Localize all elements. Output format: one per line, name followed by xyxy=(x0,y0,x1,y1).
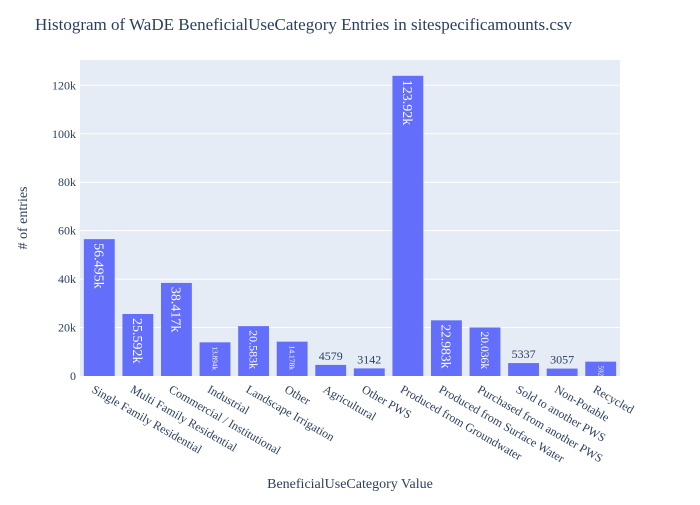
y-axis-title: # of entries xyxy=(16,187,31,250)
bar-value-label: 20.583k xyxy=(246,330,260,369)
y-tick-label: 20k xyxy=(58,321,76,335)
chart-title: Histogram of WaDE BeneficialUseCategory … xyxy=(35,15,572,34)
y-tick-label: 120k xyxy=(52,78,76,92)
y-tick-label: 0 xyxy=(70,369,76,383)
bar-value-label: 5924 xyxy=(596,366,604,381)
bar-value-label: 3057 xyxy=(550,353,574,367)
bar xyxy=(238,326,269,376)
bar xyxy=(431,320,462,376)
bar-value-label: 3142 xyxy=(357,352,381,366)
bar-value-label: 123.92k xyxy=(399,80,414,126)
bar-value-label: 20.036k xyxy=(478,331,491,369)
y-tick-label: 100k xyxy=(52,127,76,141)
bar-value-label: 14.178k xyxy=(288,346,297,371)
y-tick-label: 60k xyxy=(58,224,76,238)
bar xyxy=(546,368,578,376)
y-tick-label: 80k xyxy=(58,175,76,189)
bar xyxy=(122,314,154,376)
bar xyxy=(276,341,308,376)
bar-value-label: 13.894k xyxy=(210,346,219,370)
bar xyxy=(353,368,385,376)
bar xyxy=(199,342,231,376)
y-tick-label: 40k xyxy=(58,272,76,286)
bar xyxy=(392,75,424,376)
bar xyxy=(315,364,347,376)
x-axis-title: BeneficialUseCategory Value xyxy=(267,477,433,492)
bar xyxy=(161,282,192,376)
bar-value-label: 25.592k xyxy=(129,318,144,364)
bars: 56.495k 25.592k 38.417k 13.894k 20.583k 14.17… xyxy=(83,75,617,381)
bar xyxy=(469,327,501,376)
bar xyxy=(508,363,539,376)
y-axis-ticks: 0 20k 40k 60k 80k 100k 120k xyxy=(52,78,76,383)
bar-value-label: 38.417k xyxy=(168,287,183,333)
bar xyxy=(83,239,115,376)
bar-value-label: 22.983k xyxy=(439,324,454,368)
bar xyxy=(585,361,617,376)
bar-value-label: 4579 xyxy=(319,349,343,363)
bar-value-label: 56.495k xyxy=(90,243,105,289)
bar-value-label: 5337 xyxy=(512,347,536,361)
